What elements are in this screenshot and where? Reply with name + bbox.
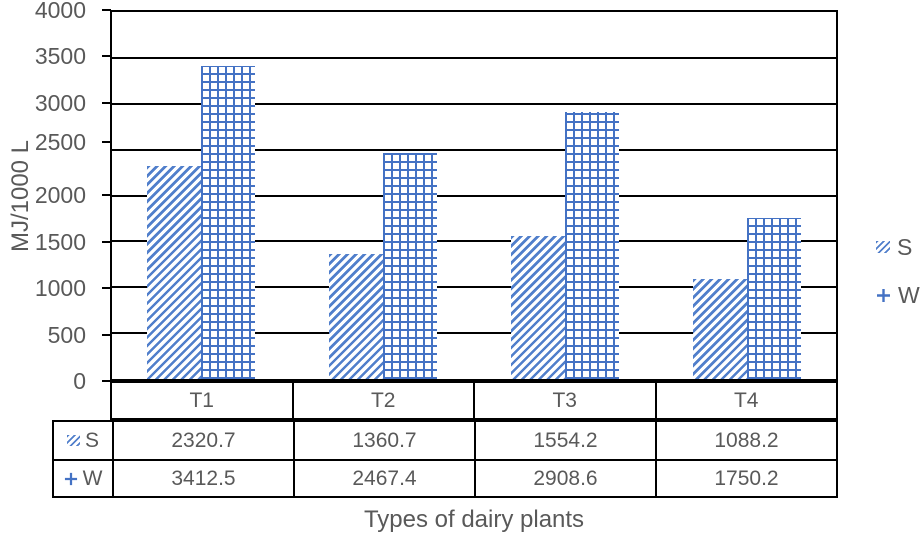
y-tick-label: 2500 [34,129,86,155]
bar-w-t3 [565,112,619,379]
y-tick-label: 1500 [34,229,86,255]
category-label-t1: T1 [189,388,214,412]
value-s-t1: 2320.7 [112,422,293,459]
y-tick-mark [102,102,111,104]
legend: S W [876,233,920,329]
bar-s-t1 [147,166,201,379]
y-tick-mark [102,380,111,382]
legend-entry-s: S [876,233,920,261]
value-w-t1: 3412.5 [112,459,293,496]
y-tick-label: 0 [73,368,86,394]
y-tick-mark [102,55,111,57]
legend-label-w: W [898,281,920,308]
gridline [112,56,836,59]
value-s-t3: 1554.2 [474,422,655,459]
legend-entry-w: W [876,281,920,309]
row-header-s-label: S [84,428,99,452]
y-tick-mark [102,241,111,243]
category-axis-row: T1 T2 T3 T4 [110,381,838,420]
plot-area [110,10,838,381]
y-tick-mark [102,194,111,196]
y-tick-label: 3000 [34,90,86,116]
x-axis-title: Types of dairy plants [363,506,585,533]
gridline [112,194,836,197]
y-tick-mark [102,287,111,289]
row-header-w: W [54,459,112,496]
legend-label-s: S [897,233,913,260]
value-s-t2: 1360.7 [293,422,474,459]
y-tick-mark [102,141,111,143]
row-header-w-label: W [82,466,103,490]
table-row-s: S 2320.7 1360.7 1554.2 1088.2 [54,422,836,459]
bar-w-t1 [201,65,255,379]
diagonal-hatch-swatch-icon [876,241,890,253]
plus-marker-icon [64,472,77,485]
gridline [112,286,836,289]
gridline [112,102,836,105]
gridline [112,148,836,151]
y-tick-label: 1000 [34,275,86,301]
value-w-t4: 1750.2 [655,459,836,496]
data-table: S 2320.7 1360.7 1554.2 1088.2 W 3412.5 2… [52,420,838,498]
value-s-t4: 1088.2 [655,422,836,459]
category-label-t4: T4 [654,383,837,418]
value-w-t3: 2908.6 [474,459,655,496]
gridline [112,332,836,335]
y-tick-label: 500 [47,322,86,348]
table-row-w: W 3412.5 2467.4 2908.6 1750.2 [54,459,836,496]
row-header-s: S [54,422,112,459]
y-tick-mark [102,9,111,11]
plus-marker-icon [877,288,890,302]
value-w-t2: 2467.4 [293,459,474,496]
y-tick-label: 4000 [34,0,86,23]
y-tick-label: 3500 [34,43,86,69]
y-tick-label: 2000 [34,182,86,208]
bar-s-t4 [693,279,747,379]
diagonal-hatch-swatch-icon [66,435,80,446]
category-label-t3: T3 [473,383,655,418]
y-tick-mark [102,334,111,336]
category-label-t2: T2 [291,383,474,418]
gridline [112,240,836,243]
bar-w-t4 [747,218,801,379]
bar-w-t2 [383,152,437,379]
bar-s-t3 [511,236,565,379]
bar-s-t2 [329,254,383,379]
